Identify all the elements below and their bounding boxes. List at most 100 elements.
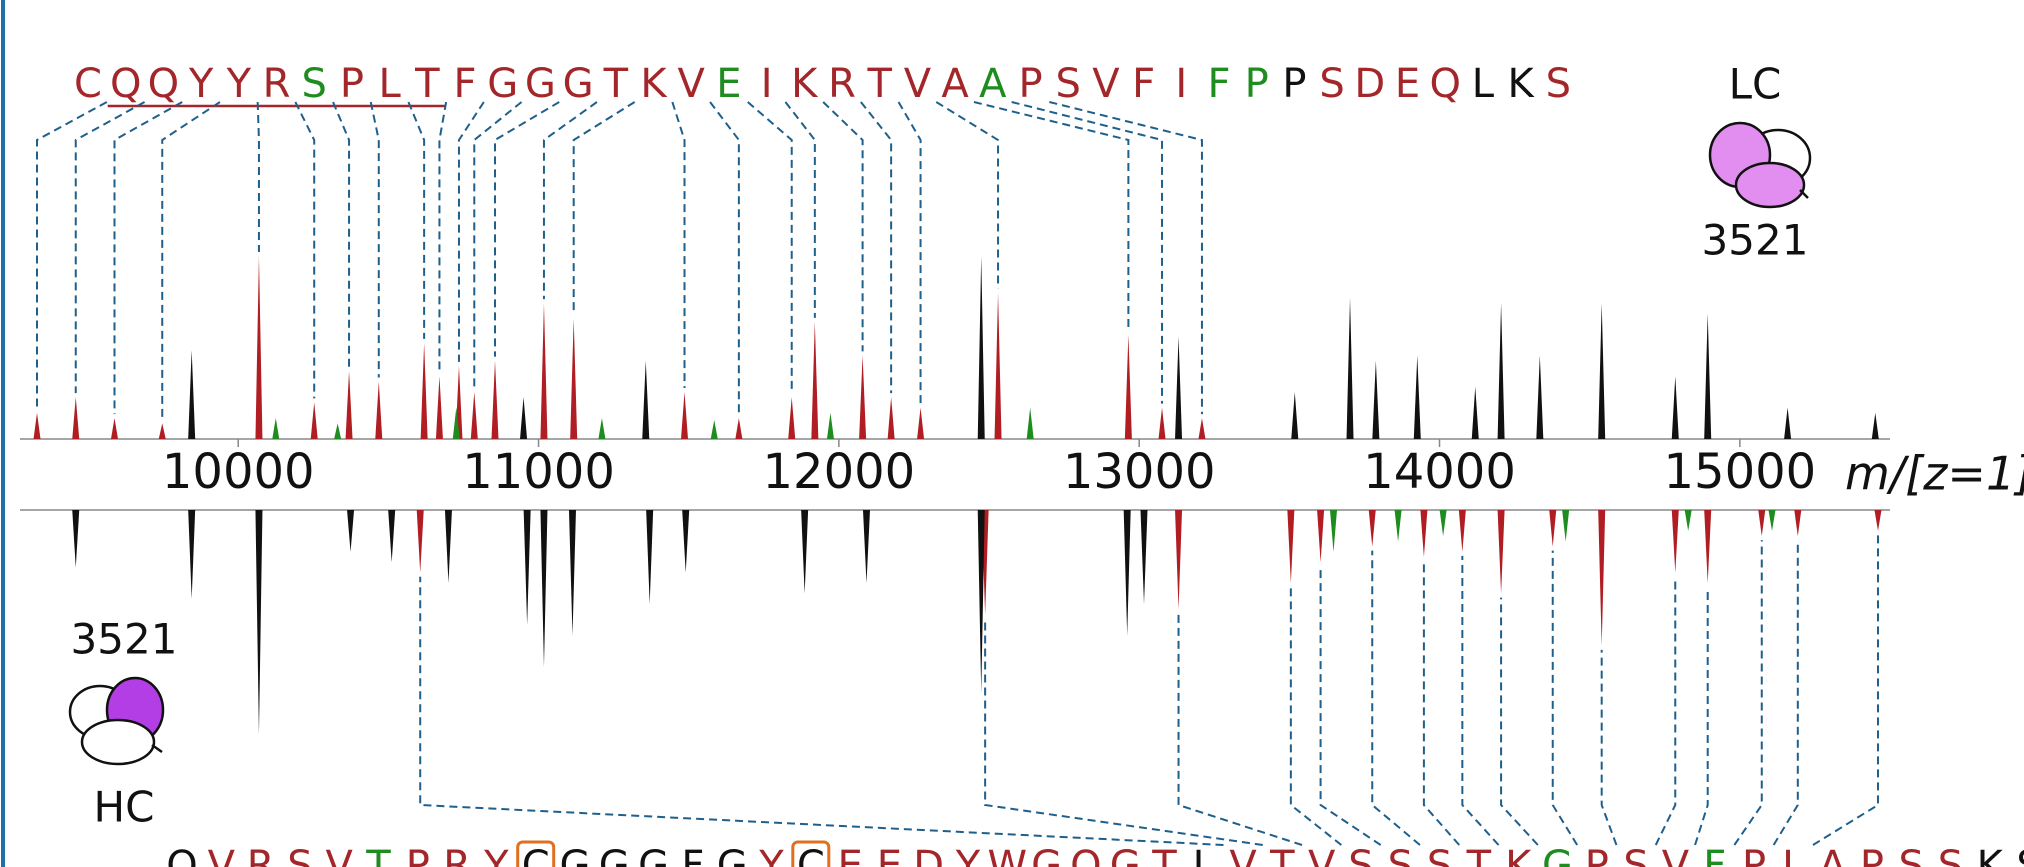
bottom-sequence-letter: P	[1742, 843, 1766, 867]
top-peak	[72, 397, 79, 439]
fragment-connector	[37, 102, 107, 409]
top-sequence-letter: G	[487, 61, 518, 107]
bottom-peak	[801, 510, 808, 594]
fragment-connector	[439, 102, 446, 372]
fragment-connector	[258, 102, 259, 252]
top-peak	[471, 392, 478, 439]
x-tick-label: 13000	[1063, 444, 1216, 500]
fragment-connector	[1501, 598, 1538, 845]
top-peak	[711, 420, 718, 439]
bottom-sequence-letter: T	[365, 843, 391, 867]
bottom-peak	[347, 510, 354, 552]
top-sequence-letter: V	[1092, 61, 1120, 107]
bottom-sequence-letter: C	[522, 843, 550, 867]
top-sequence-letter: P	[1018, 61, 1042, 107]
fragment-connector	[1774, 540, 1798, 845]
bottom-peak	[1175, 510, 1182, 609]
top-sequence-letter: P	[1282, 61, 1306, 107]
top-peak	[34, 413, 41, 439]
bottom-peak	[1562, 510, 1569, 541]
fragment-connector	[985, 619, 1263, 845]
top-sequence-letter: Q	[110, 61, 141, 107]
fragment-connector	[474, 102, 521, 388]
top-sequence-letter: P	[340, 61, 364, 107]
bottom-sequence-letter: S	[2016, 843, 2024, 867]
top-peak	[375, 382, 382, 440]
top-peak	[1198, 418, 1205, 439]
bottom-peak	[1287, 510, 1294, 583]
bottom-peak	[863, 510, 870, 583]
bottom-sequence-letter: W	[988, 843, 1028, 867]
top-peak	[681, 392, 688, 439]
bottom-sequence-letter: V	[1662, 843, 1690, 867]
top-sequence-letter: F	[1132, 61, 1155, 107]
bottom-sequence-letter: E	[877, 843, 902, 867]
bottom-sequence-letter: V	[1308, 843, 1336, 867]
bottom-peak	[188, 510, 195, 599]
top-peak	[570, 319, 577, 439]
bottom-sequence-letter: F	[1703, 843, 1726, 867]
top-sequence-letter: P	[1245, 61, 1269, 107]
bottom-peak	[1124, 510, 1131, 635]
bottom-sequence-letter: D	[913, 843, 944, 867]
top-peak	[978, 256, 985, 439]
bottom-peak	[1685, 510, 1692, 531]
top-sequence-letter: A	[941, 61, 969, 107]
bottom-sequence-letter: A	[1819, 843, 1847, 867]
fragment-connector	[1734, 540, 1761, 845]
fragment-connector	[371, 102, 379, 378]
fragment-connector	[936, 102, 998, 289]
bottom-peak	[1317, 510, 1324, 562]
top-sequence-letter: T	[603, 61, 629, 107]
bottom-sequence-letter: R	[443, 843, 471, 867]
x-tick-label: 14000	[1363, 444, 1516, 500]
fragment-connector	[1462, 556, 1498, 845]
bottom-peak	[569, 510, 576, 635]
lc-icon	[1710, 123, 1810, 207]
top-sequence-letter: E	[716, 61, 741, 107]
fragment-connector	[295, 102, 314, 398]
bottom-sequence-letter: Q	[1070, 843, 1101, 867]
figure: LC 3521 3521 HC m/[z=1] 1000011000120001…	[0, 0, 2024, 867]
bottom-peak	[1395, 510, 1402, 541]
bottom-sequence-letter: L	[1193, 843, 1216, 867]
top-sequence-letter: Y	[188, 61, 214, 107]
bottom-sequence-letter: T	[1269, 843, 1295, 867]
bottom-peak	[1549, 510, 1556, 547]
top-sequence-letter: K	[640, 61, 668, 107]
x-tick-label: 10000	[162, 444, 315, 500]
bottom-sequence-letter: V	[1229, 843, 1257, 867]
top-peak	[1784, 408, 1791, 439]
top-sequence-letter: S	[302, 61, 327, 107]
x-axis-label: m/[z=1]	[1845, 447, 2024, 501]
bottom-peak	[1498, 510, 1505, 594]
top-peak	[1347, 298, 1354, 439]
bottom-peak	[1768, 510, 1775, 531]
bottom-sequence-letter: G	[1031, 843, 1062, 867]
bottom-sequence-letter: S	[1388, 843, 1413, 867]
top-peak	[735, 418, 742, 439]
top-sequence-letter: F	[1207, 61, 1230, 107]
bottom-sequence-letter: V	[326, 843, 354, 867]
top-sequence-letter: D	[1354, 61, 1385, 107]
top-sequence-letter: T	[866, 61, 892, 107]
bottom-sequence-letter: S	[287, 843, 312, 867]
bottom-sequence-letter: S	[1899, 843, 1924, 867]
bottom-peak	[1440, 510, 1447, 536]
bottom-sequence-letter: G	[599, 843, 630, 867]
top-peak	[859, 355, 866, 439]
top-peak	[311, 402, 318, 439]
top-peak	[421, 343, 428, 439]
fragment-connector	[1553, 551, 1577, 845]
fragment-connector	[114, 102, 182, 414]
top-peak	[1672, 376, 1679, 439]
bottom-peak	[682, 510, 689, 573]
bottom-sequence-letter: F	[681, 843, 704, 867]
top-peak	[827, 413, 834, 439]
bottom-sequence-letter: Q	[166, 843, 197, 867]
top-peak	[492, 361, 499, 439]
top-peak	[520, 397, 527, 439]
bottom-peak	[1369, 510, 1376, 547]
top-peak	[995, 293, 1002, 439]
top-peak	[1704, 314, 1711, 439]
